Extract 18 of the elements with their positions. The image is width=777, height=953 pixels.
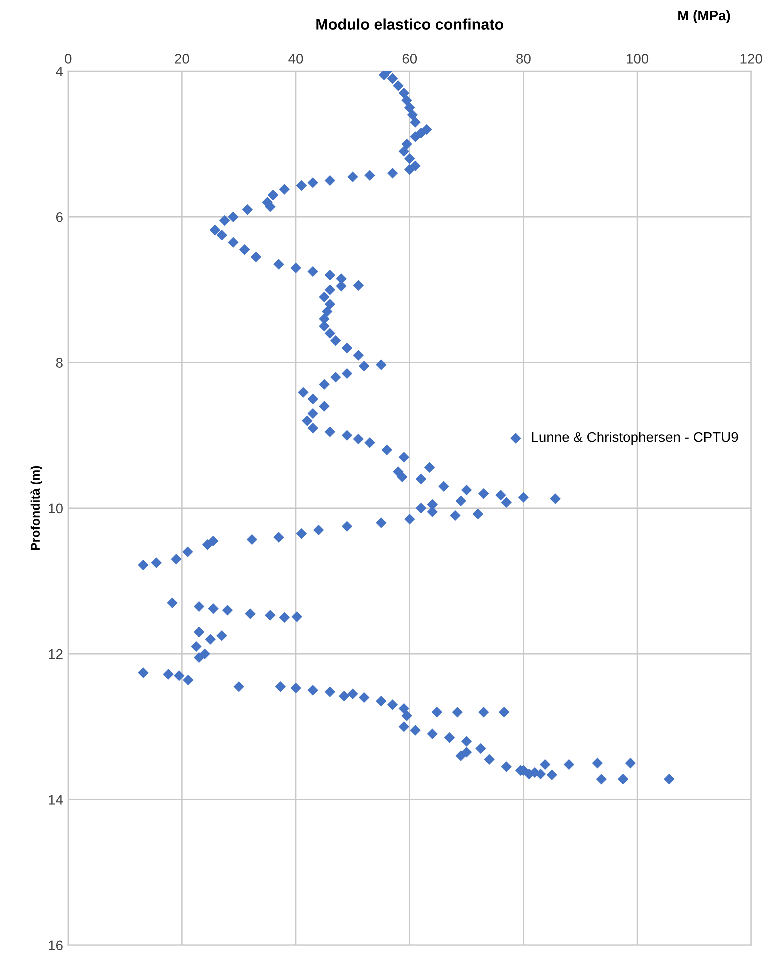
x-tick-label: 0: [65, 54, 72, 64]
x-tick-label: 120: [740, 54, 762, 64]
y-axis-title: Profondità (m): [30, 466, 43, 550]
y-tick-label: 10: [49, 504, 63, 514]
x-tick-label: 60: [402, 54, 418, 64]
y-tick-label: 14: [49, 795, 64, 805]
y-tick-label: 6: [56, 212, 63, 222]
legend-label: Lunne & Christophersen - CPTU9: [532, 432, 738, 445]
x-tick-label: 20: [175, 54, 190, 64]
y-tick-label: 16: [49, 940, 63, 951]
y-tick-label: 8: [56, 358, 63, 368]
x-axis-title: M (MPa): [678, 10, 730, 24]
chart-title: Modulo elastico confinato: [316, 18, 504, 30]
x-tick-label: 80: [516, 54, 531, 64]
y-tick-label: 4: [56, 66, 64, 77]
x-tick-label: 40: [288, 54, 304, 64]
x-tick-label: 100: [627, 54, 649, 64]
y-tick-label: 12: [49, 649, 63, 660]
